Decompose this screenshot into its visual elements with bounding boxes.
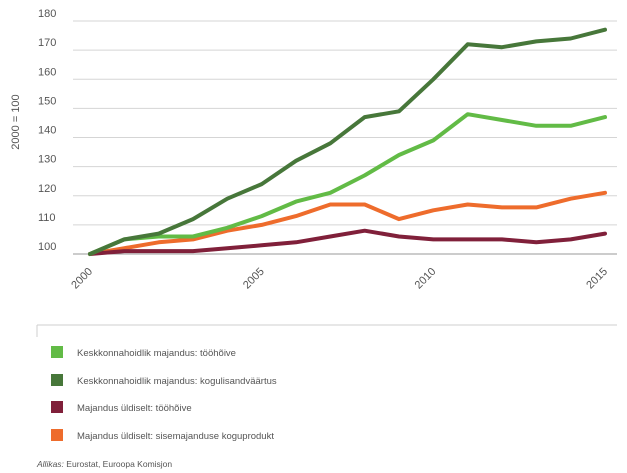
source-prefix: Allikas:	[36, 459, 65, 469]
y-tick-label: 130	[38, 154, 56, 166]
y-tick-label: 150	[38, 95, 56, 107]
y-axis-label: 2000 = 100	[10, 94, 22, 149]
y-tick-label: 140	[38, 125, 56, 137]
legend-label: Keskkonnahoidlik majandus: tööhõive	[77, 348, 236, 359]
series-line	[88, 190, 607, 256]
legend-swatch	[51, 401, 63, 413]
source-note: Allikas: Eurostat, Euroopa Komisjon	[36, 459, 172, 469]
x-tick-label: 2000	[69, 266, 95, 292]
x-tick-label: 2015	[584, 266, 610, 292]
x-tick-label: 2005	[241, 266, 267, 292]
series-line	[88, 228, 607, 256]
legend-label: Keskkonnahoidlik majandus: kogulisandvää…	[77, 376, 277, 387]
legend-swatch	[51, 346, 63, 358]
y-tick-label: 100	[38, 241, 56, 253]
legend-label: Majandus üldiselt: tööhõive	[77, 403, 192, 414]
y-tick-label: 180	[38, 8, 56, 20]
y-tick-label: 120	[38, 183, 56, 195]
legend-swatch	[51, 429, 63, 441]
x-tick-label: 2010	[413, 266, 439, 292]
y-tick-label: 170	[38, 37, 56, 49]
series-line	[88, 112, 607, 256]
legend-label: Majandus üldiselt: sisemajanduse kogupro…	[77, 431, 274, 442]
source-text: Eurostat, Euroopa Komisjon	[64, 459, 172, 469]
series-line	[88, 27, 607, 256]
y-tick-label: 110	[38, 212, 56, 224]
y-tick-label: 160	[38, 66, 56, 78]
legend-swatch	[51, 374, 63, 386]
